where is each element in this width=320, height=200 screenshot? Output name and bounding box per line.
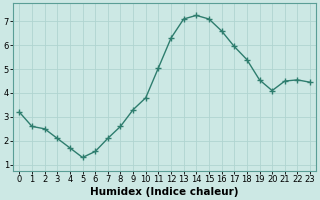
X-axis label: Humidex (Indice chaleur): Humidex (Indice chaleur) [91,187,239,197]
